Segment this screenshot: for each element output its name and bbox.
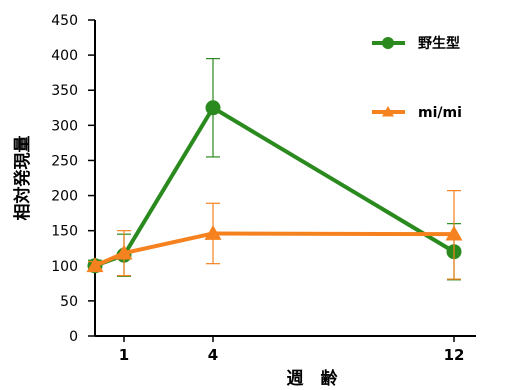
y-tick-label: 400 [51,48,78,64]
legend-marker [382,37,394,49]
y-tick-label: 300 [51,118,78,134]
series-line [94,231,455,268]
x-axis-title: 週 齢 [287,368,339,389]
legend-marker [382,106,394,117]
x-tick-label: 12 [444,346,465,364]
y-tick-label: 50 [60,294,78,310]
x-tick-label: 1 [119,346,129,364]
x-ticks: 1 4 12 [119,336,465,364]
data-point [86,257,104,273]
series-line [94,105,456,268]
data-point [445,225,463,241]
legend: 野生型 mi/mi [372,35,462,121]
series-mi-mi [86,190,463,280]
data-point [205,100,221,116]
y-tick-label: 100 [51,259,78,275]
series-layer [86,58,463,281]
series-wild-type [87,58,462,281]
y-tick-label: 150 [51,224,78,240]
y-tick-label: 250 [51,153,78,169]
y-tick-label: 350 [51,83,78,99]
y-tick-label: 0 [69,329,78,345]
legend-label: 野生型 [418,35,460,52]
y-tick-label: 200 [51,189,78,205]
x-tick-label: 4 [208,346,218,364]
legend-label: mi/mi [418,105,462,121]
y-ticks: 0 50 100 150 200 250 300 350 400 450 [51,13,95,345]
y-axis-title: 相対発現量 [12,136,33,221]
data-point [204,224,222,240]
data-point [115,244,133,260]
y-tick-label: 450 [51,13,78,29]
